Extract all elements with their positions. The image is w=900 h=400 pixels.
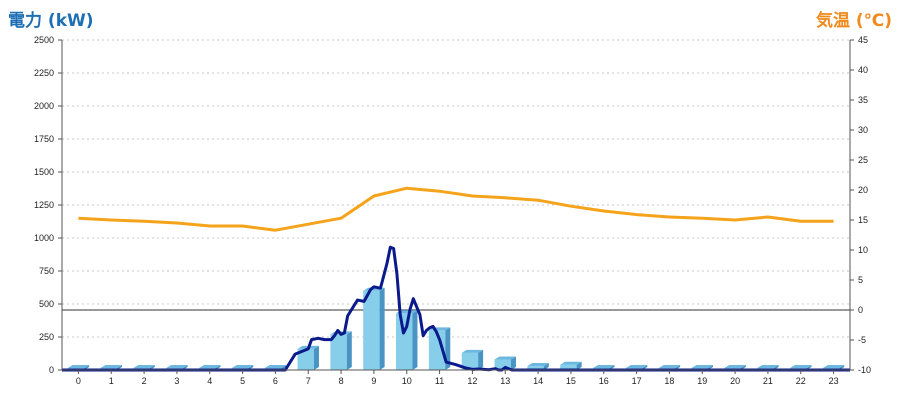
x-tick-label: 0 (76, 376, 81, 386)
axes: 02505007501000125015001750200022502500-1… (34, 35, 871, 386)
power-bar-top (166, 365, 188, 369)
x-tick-label: 7 (306, 376, 311, 386)
power-bar-front (461, 352, 479, 370)
power-bar (494, 356, 516, 370)
power-bar-top (593, 365, 615, 369)
left-tick-label: 1750 (34, 134, 54, 144)
power-bar-top (790, 365, 812, 369)
x-tick-label: 20 (730, 376, 740, 386)
x-tick-label: 19 (697, 376, 707, 386)
x-tick-label: 17 (632, 376, 642, 386)
power-bar-top (724, 365, 746, 369)
left-tick-label: 2250 (34, 68, 54, 78)
power-bar-side (478, 349, 484, 370)
left-axis-title: 電力 (kW) (8, 11, 94, 31)
left-tick-label: 2000 (34, 101, 54, 111)
power-bar-side (313, 345, 319, 370)
power-bar (560, 361, 582, 370)
power-bar-side (379, 287, 385, 370)
power-line (62, 245, 850, 372)
x-tick-label: 15 (566, 376, 576, 386)
power-bar (461, 349, 484, 370)
x-tick-label: 11 (435, 376, 444, 386)
right-tick-label: 35 (858, 95, 868, 105)
right-tick-label: 10 (858, 245, 868, 255)
right-tick-label: 15 (858, 215, 868, 225)
power-bar-front (297, 348, 314, 370)
right-tick-label: 40 (858, 65, 868, 75)
left-tick-label: 750 (39, 266, 54, 276)
x-tick-label: 12 (467, 376, 477, 386)
x-tick-label: 1 (109, 376, 114, 386)
power-bar-front (560, 364, 577, 370)
power-bar-side (576, 361, 582, 370)
temperature-line (78, 186, 834, 232)
left-tick-label: 0 (49, 365, 54, 375)
power-bar-top (822, 365, 845, 369)
right-tick-label: 5 (858, 275, 863, 285)
right-tick-label: 0 (858, 305, 863, 315)
left-tick-label: 1250 (34, 200, 54, 210)
left-tick-label: 1000 (34, 233, 54, 243)
x-tick-label: 10 (402, 376, 412, 386)
power-bar-top (691, 365, 713, 369)
right-tick-label: 20 (858, 185, 868, 195)
power-bar-side (412, 310, 418, 370)
power-bar-top (67, 365, 90, 369)
grid (62, 39, 850, 338)
left-tick-label: 500 (39, 299, 54, 309)
power-bar-front (330, 334, 347, 370)
left-tick-label: 1500 (34, 167, 54, 177)
power-bar-side (543, 363, 549, 370)
right-axis-title: 気温 (℃) (815, 11, 892, 31)
x-tick-label: 13 (500, 376, 510, 386)
power-bar-top (527, 363, 549, 367)
series-lines (62, 186, 850, 372)
x-tick-label: 2 (142, 376, 147, 386)
power-bar-front (396, 313, 413, 370)
x-tick-label: 3 (174, 376, 179, 386)
power-bar-top (560, 361, 582, 365)
power-bar (297, 345, 319, 370)
power-bars (67, 287, 845, 370)
right-tick-label: 25 (858, 155, 868, 165)
right-tick-label: -5 (858, 335, 866, 345)
power-bar-top (133, 365, 155, 369)
power-bar-top (625, 365, 648, 369)
x-tick-label: 16 (599, 376, 609, 386)
x-tick-label: 5 (240, 376, 245, 386)
power-bar (396, 310, 418, 370)
power-bar-top (757, 365, 779, 369)
x-tick-label: 18 (664, 376, 674, 386)
x-tick-label: 21 (763, 376, 773, 386)
power-bar-top (494, 356, 516, 360)
power-bar-side (510, 356, 516, 370)
power-bar-top (461, 349, 484, 353)
power-bar (527, 363, 549, 370)
power-bar-side (346, 331, 352, 370)
power-bar-front (363, 290, 380, 370)
right-tick-label: 45 (858, 35, 868, 45)
x-tick-label: 14 (533, 376, 543, 386)
left-tick-label: 250 (39, 332, 54, 342)
x-tick-label: 4 (207, 376, 212, 386)
power-bar-front (527, 366, 544, 370)
power-bar-front (494, 359, 511, 370)
right-tick-label: -10 (858, 365, 871, 375)
power-bar-top (658, 365, 681, 369)
x-tick-label: 8 (339, 376, 344, 386)
x-tick-label: 9 (371, 376, 376, 386)
x-tick-label: 22 (796, 376, 806, 386)
x-tick-label: 6 (273, 376, 278, 386)
power-bar-top (231, 365, 254, 369)
power-bar (363, 287, 385, 370)
power-bar-top (100, 365, 122, 369)
right-tick-label: 30 (858, 125, 868, 135)
left-tick-label: 2500 (34, 35, 54, 45)
power-bar-top (199, 365, 221, 369)
power-bar-top (264, 365, 287, 369)
x-tick-label: 23 (829, 376, 839, 386)
